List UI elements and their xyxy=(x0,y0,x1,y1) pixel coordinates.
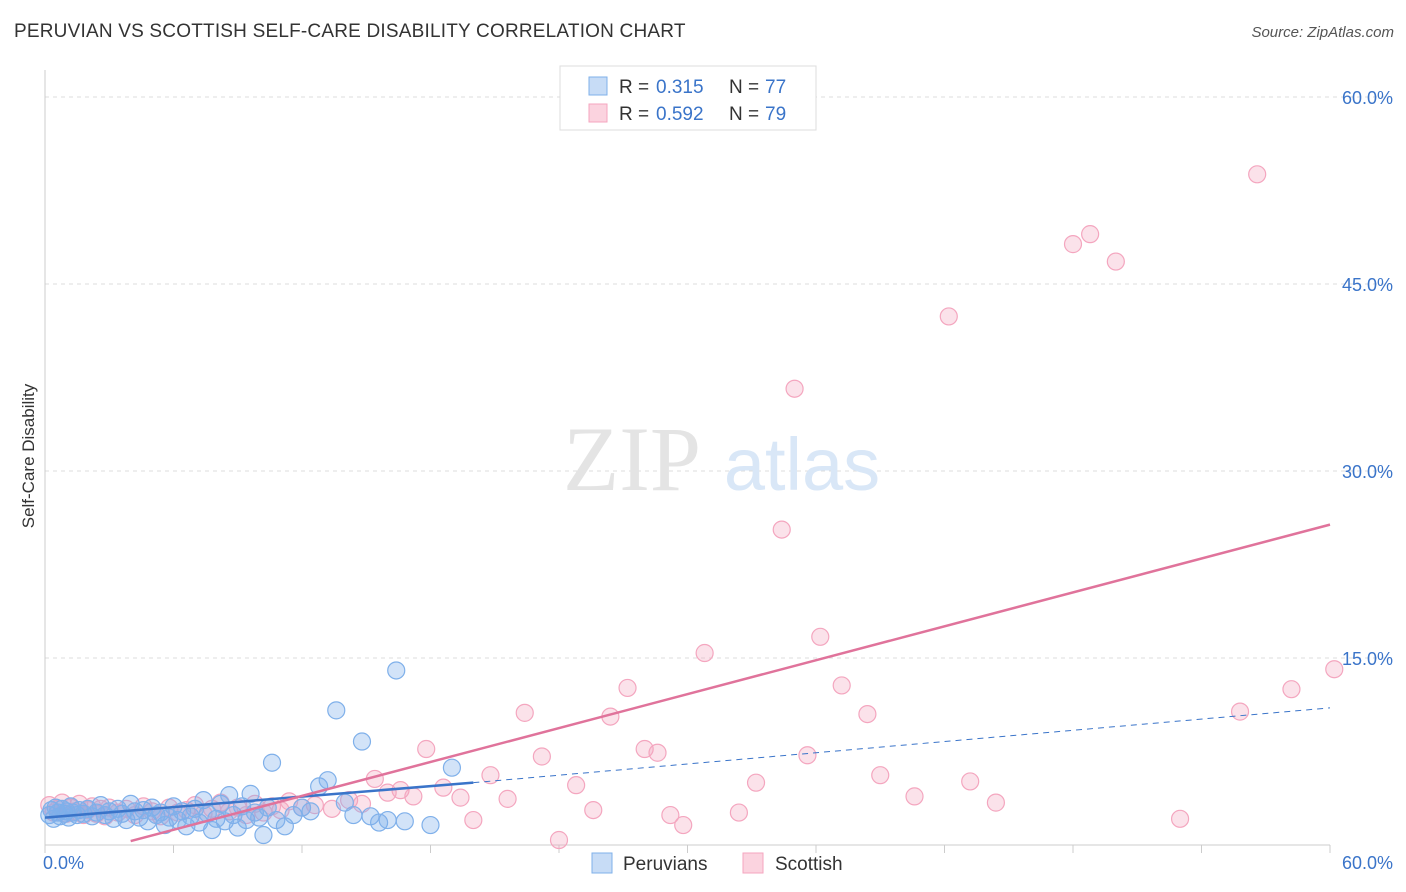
scottish-point-71 xyxy=(871,766,890,785)
bottom-legend-scottish-label: Scottish xyxy=(775,854,843,875)
peruvian-point-66 xyxy=(327,701,346,720)
scottish-point-51 xyxy=(515,703,534,722)
scottish-point-66 xyxy=(785,379,804,398)
scottish-point-55 xyxy=(584,800,603,820)
scottish-point-82 xyxy=(1282,680,1301,699)
legend-peruvians-n-value: 77 xyxy=(765,77,786,98)
legend-scottish-r-value: 0.592 xyxy=(656,104,704,125)
y-tick-label-3: 60.0% xyxy=(1342,88,1393,108)
scottish-point-53 xyxy=(549,830,569,850)
peruvian-point-72 xyxy=(378,810,397,830)
scottish-point-67 xyxy=(798,746,817,765)
x-tick-label-0: 0.0% xyxy=(43,853,84,873)
legend-bottom: Peruvians Scottish xyxy=(591,852,843,875)
bottom-legend-peruvians-swatch xyxy=(591,852,613,874)
peruvian-point-65 xyxy=(318,771,337,790)
peruvian-point-69 xyxy=(352,732,372,751)
scottish-point-52 xyxy=(532,747,551,766)
bottom-legend-scottish-swatch xyxy=(742,852,764,874)
scottish-point-62 xyxy=(695,643,714,663)
peruvian-point-73 xyxy=(387,661,406,680)
peruvian-point-21 xyxy=(104,809,123,828)
scottish-point-64 xyxy=(746,773,766,792)
peruvian-point-75 xyxy=(421,815,440,835)
peruvian-point-58 xyxy=(262,753,282,772)
scottish-point-69 xyxy=(832,676,851,695)
watermark-atlas: atlas xyxy=(724,423,880,506)
scottish-point-72 xyxy=(905,787,924,806)
legend-scottish-swatch xyxy=(588,103,608,123)
legend-scottish-r-label: R = xyxy=(619,104,649,125)
scottish-point-48 xyxy=(464,810,483,830)
peruvians-trend-line xyxy=(44,781,474,819)
scottish-point-78 xyxy=(1106,252,1125,271)
peruvian-point-74 xyxy=(395,812,414,831)
chart-title: PERUVIAN VS SCOTTISH SELF-CARE DISABILIT… xyxy=(14,21,686,42)
scottish-point-61 xyxy=(674,815,693,835)
y-tick-label-1: 30.0% xyxy=(1342,462,1393,482)
x-tick-label-1: 60.0% xyxy=(1342,853,1393,873)
legend-top: R = 0.315 N = 77 R = 0.592 N = 79 xyxy=(559,65,817,131)
scottish-point-77 xyxy=(1081,225,1100,244)
legend-scottish-n-value: 79 xyxy=(765,104,786,125)
scottish-point-50 xyxy=(498,789,517,808)
legend-scottish-n-label: N = xyxy=(729,104,759,125)
scottish-point-49 xyxy=(481,766,500,785)
watermark-zip: ZIP xyxy=(563,408,701,510)
scottish-point-80 xyxy=(1230,702,1250,721)
scottish-point-79 xyxy=(1170,809,1190,828)
scottish-point-68 xyxy=(811,627,830,646)
scottish-point-57 xyxy=(618,678,637,698)
peruvian-point-53 xyxy=(241,784,260,803)
peruvian-point-76 xyxy=(442,758,462,777)
scottish-point-45 xyxy=(417,739,436,759)
scottish-point-54 xyxy=(567,776,586,795)
scottish-point-74 xyxy=(961,772,980,791)
trend-lines xyxy=(44,523,1331,843)
legend-peruvians-n-label: N = xyxy=(729,77,759,98)
scottish-point-83 xyxy=(1325,660,1344,679)
y-tick-label-0: 15.0% xyxy=(1342,649,1393,669)
tick-labels: 15.0% 30.0% 45.0% 60.0% 0.0% 60.0% xyxy=(43,88,1393,873)
scottish-point-81 xyxy=(1248,165,1267,184)
gridlines xyxy=(45,96,1392,659)
scottish-point-60 xyxy=(661,805,680,825)
scottish-point-75 xyxy=(986,793,1006,812)
peruvian-point-44 xyxy=(202,820,222,840)
bottom-legend-peruvians-label: Peruvians xyxy=(623,854,708,875)
scottish-point-46 xyxy=(434,778,453,797)
legend-peruvians-swatch xyxy=(588,76,608,96)
peruvian-point-68 xyxy=(344,805,363,825)
scottish-trend-line xyxy=(130,523,1331,843)
legend-peruvians-r-label: R = xyxy=(619,77,649,98)
peruvians-trend-dashed xyxy=(473,707,1331,784)
scottish-point-73 xyxy=(939,307,958,326)
scottish-point-70 xyxy=(858,704,877,724)
legend-peruvians-r-value: 0.315 xyxy=(656,77,704,98)
peruvian-point-56 xyxy=(254,825,273,845)
y-tick-label-2: 45.0% xyxy=(1342,275,1393,295)
scottish-point-44 xyxy=(404,787,423,806)
source-label: Source: ZipAtlas.com xyxy=(1251,24,1394,41)
scottish-point-59 xyxy=(648,743,667,762)
scottish-point-65 xyxy=(772,520,791,539)
peruvian-points xyxy=(40,661,462,845)
scottish-point-47 xyxy=(451,788,470,807)
scottish-point-76 xyxy=(1063,235,1083,254)
scottish-point-63 xyxy=(729,803,749,822)
peruvian-point-63 xyxy=(301,802,320,821)
